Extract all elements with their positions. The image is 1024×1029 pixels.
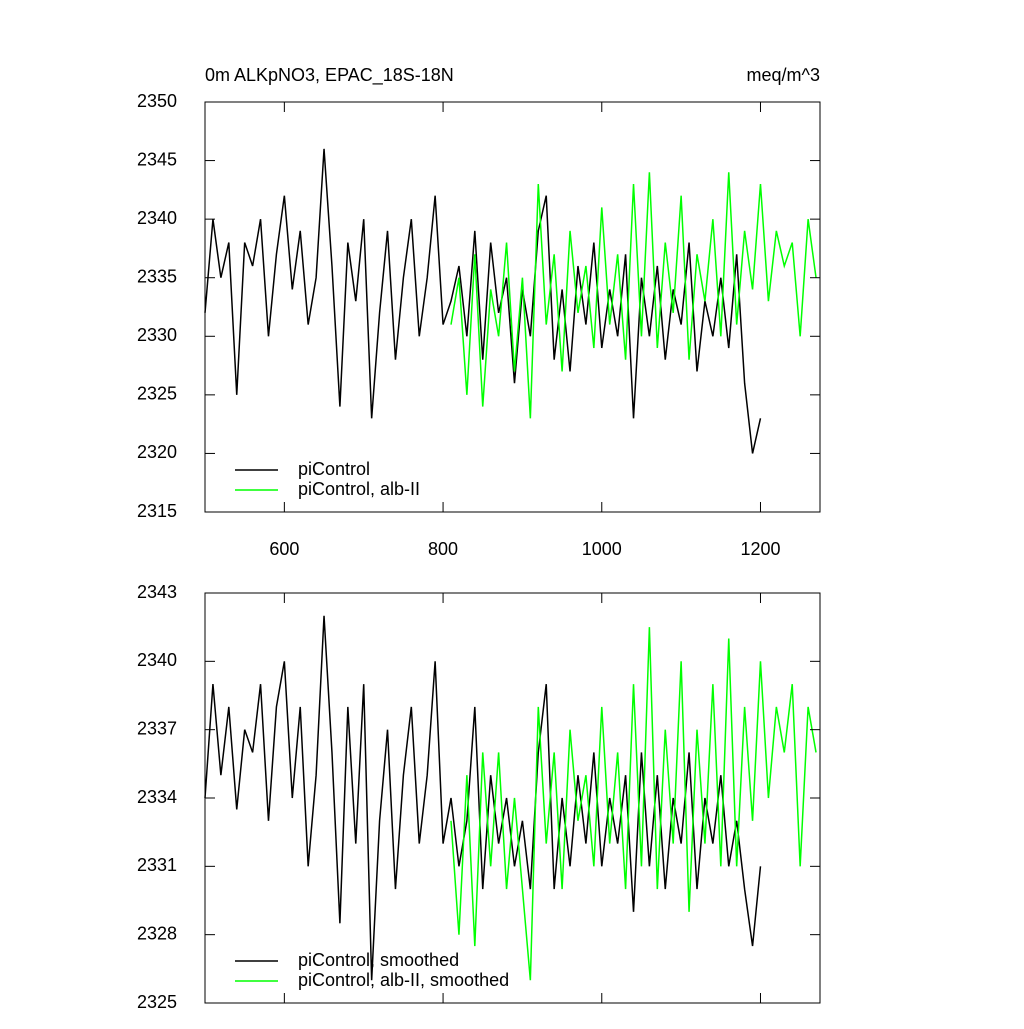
y-tick-label: 2315 (137, 501, 177, 521)
y-tick-label: 2345 (137, 149, 177, 169)
y-tick-label: 2334 (137, 787, 177, 807)
x-tick-label: 800 (428, 539, 458, 559)
legend-label: piControl, alb-II (298, 479, 420, 499)
y-tick-label: 2320 (137, 442, 177, 462)
y-tick-label: 2337 (137, 718, 177, 738)
legend-label: piControl (298, 459, 370, 479)
y-tick-label: 2328 (137, 923, 177, 943)
y-tick-label: 2340 (137, 650, 177, 670)
legend-label: piControl, smoothed (298, 950, 459, 970)
x-tick-label: 1200 (740, 539, 780, 559)
y-tick-label: 2330 (137, 325, 177, 345)
y-tick-label: 2340 (137, 208, 177, 228)
y-tick-label: 2331 (137, 855, 177, 875)
series-line (450, 627, 817, 981)
y-tick-label: 2325 (137, 992, 177, 1012)
y-tick-label: 2350 (137, 91, 177, 111)
plot-frame (204, 101, 821, 513)
series-line (450, 172, 817, 419)
y-tick-label: 2335 (137, 266, 177, 286)
series-line (204, 615, 762, 981)
x-tick-label: 600 (269, 539, 299, 559)
chart-title: 0m ALKpNO3, EPAC_18S-18N (205, 65, 454, 86)
series-line (204, 148, 762, 454)
units-label: meq/m^3 (747, 65, 820, 85)
x-tick-label: 1000 (582, 539, 622, 559)
y-tick-label: 2325 (137, 384, 177, 404)
legend-label: piControl, alb-II, smoothed (298, 970, 509, 990)
y-tick-label: 2343 (137, 582, 177, 602)
